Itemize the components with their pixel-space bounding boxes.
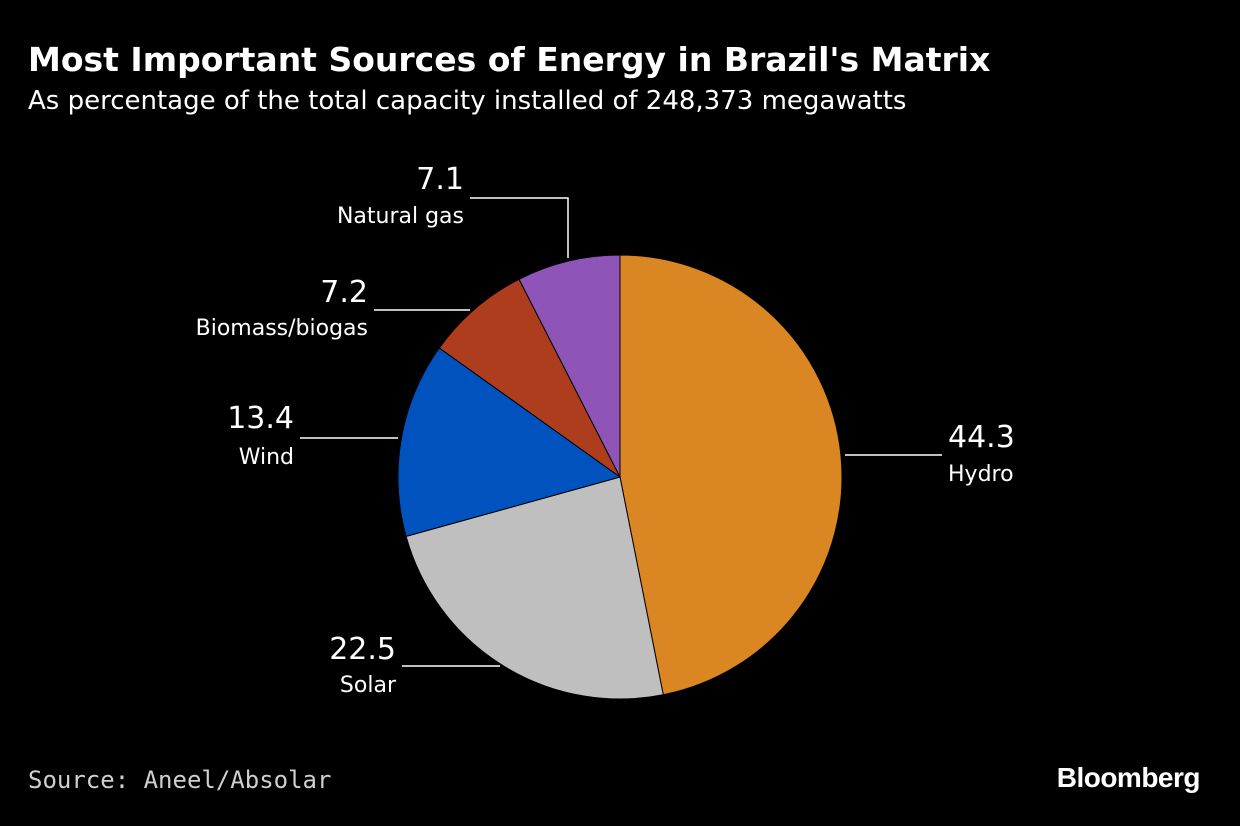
- pie-labels: 44.3 Hydro 22.5 Solar 13.4 Wind 7.2 Biomass/bio…: [196, 162, 1015, 698]
- source-note: Source: Aneel/Absolar: [28, 766, 332, 794]
- bloomberg-logo: Bloomberg: [1056, 762, 1201, 793]
- chart-title: Most Important Sources of Energy in Braz…: [28, 40, 991, 79]
- data-label-name-natural-gas: Natural gas: [337, 204, 464, 229]
- pie-slice-hydro: [619, 254, 843, 696]
- data-label-value-hydro: 44.3: [948, 420, 1015, 455]
- data-label-value-solar: 22.5: [329, 632, 396, 667]
- data-label-name-solar: Solar: [340, 673, 397, 698]
- data-label-value-wind: 13.4: [227, 401, 294, 436]
- data-label-name-hydro: Hydro: [948, 462, 1014, 487]
- leader-line-natural-gas: [470, 197, 569, 258]
- data-label-value-natural-gas: 7.1: [416, 162, 464, 197]
- pie-slice-wind: [397, 347, 622, 538]
- pie-slice-natural-gas: [518, 254, 621, 478]
- chart-subtitle: As percentage of the total capacity inst…: [28, 86, 907, 116]
- pie-slices: [397, 254, 843, 700]
- pie-slice-biomass-biogas: [438, 278, 621, 478]
- data-label-name-wind: Wind: [239, 445, 294, 470]
- pie-slice-solar: [405, 476, 664, 700]
- data-label-name-biomass-biogas: Biomass/biogas: [196, 316, 368, 341]
- data-label-value-biomass-biogas: 7.2: [320, 275, 368, 310]
